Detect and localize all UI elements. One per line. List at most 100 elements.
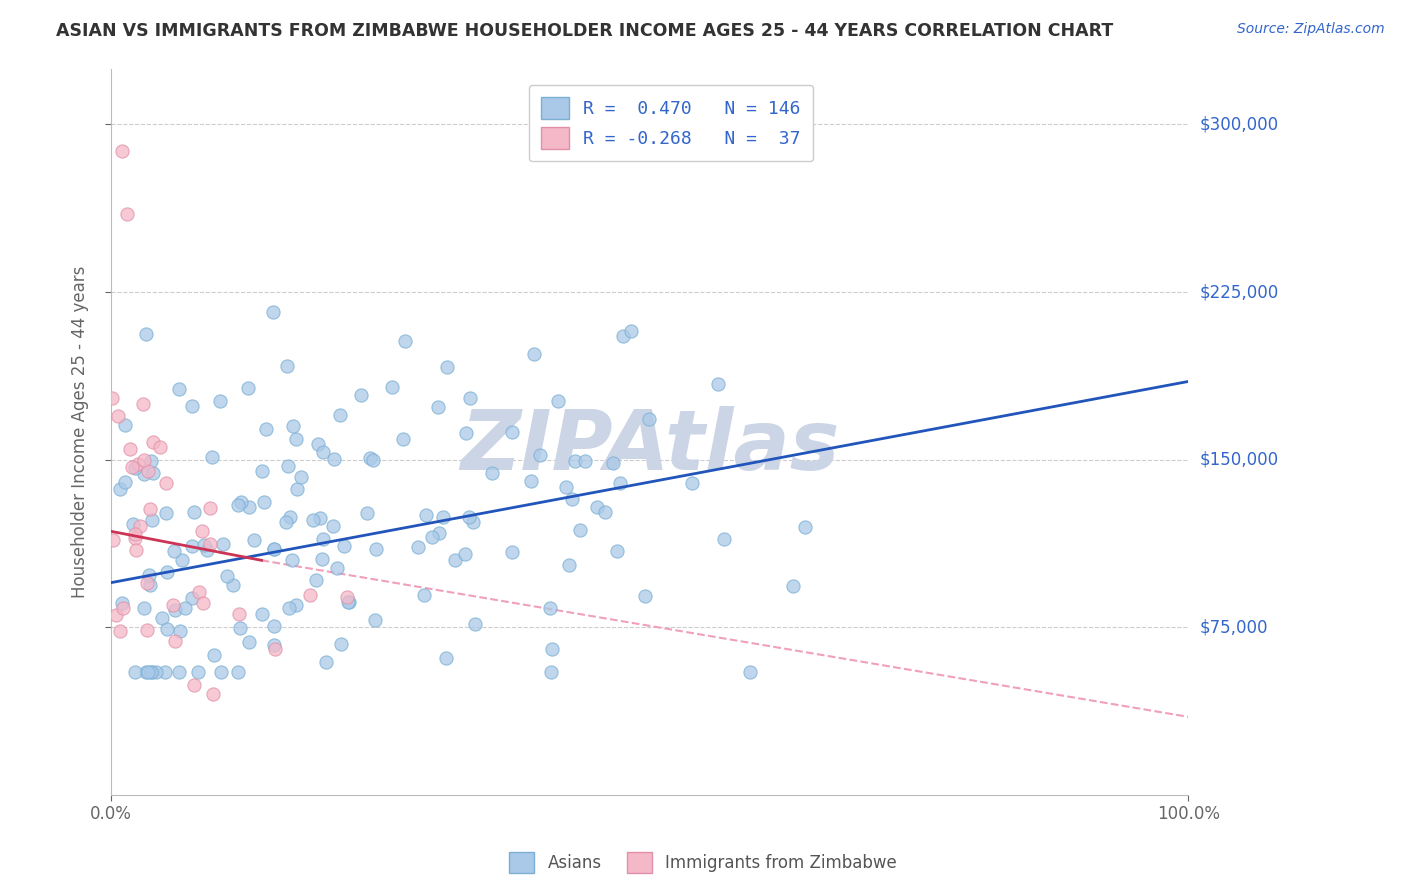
Point bbox=[412, 589, 434, 603]
Point bbox=[187, 584, 209, 599]
Point bbox=[238, 381, 260, 395]
Point bbox=[329, 408, 352, 422]
Point bbox=[226, 665, 249, 679]
Point bbox=[638, 411, 661, 425]
Point bbox=[564, 454, 586, 468]
Point bbox=[427, 525, 450, 540]
Point bbox=[364, 541, 387, 556]
Point bbox=[392, 432, 415, 446]
Point bbox=[501, 545, 523, 559]
Point bbox=[135, 576, 157, 591]
Point bbox=[238, 635, 260, 649]
Y-axis label: Householder Income Ages 25 - 44 years: Householder Income Ages 25 - 44 years bbox=[72, 266, 89, 598]
Point bbox=[263, 542, 285, 557]
Point bbox=[124, 532, 146, 546]
Point bbox=[336, 591, 359, 605]
Point bbox=[554, 480, 576, 494]
Point bbox=[263, 619, 285, 633]
Point bbox=[165, 633, 187, 648]
Point bbox=[738, 665, 761, 679]
Point bbox=[125, 543, 148, 558]
Point bbox=[198, 501, 221, 516]
Point bbox=[139, 665, 162, 679]
Point bbox=[406, 541, 429, 555]
Point bbox=[132, 397, 155, 411]
Point bbox=[586, 500, 609, 514]
Point bbox=[454, 547, 477, 561]
Point bbox=[619, 325, 641, 339]
Point bbox=[713, 533, 735, 547]
Point bbox=[169, 624, 191, 639]
Point bbox=[782, 579, 804, 593]
Point bbox=[278, 510, 301, 524]
Point bbox=[139, 502, 162, 516]
Point bbox=[215, 569, 238, 583]
Text: ASIAN VS IMMIGRANTS FROM ZIMBABWE HOUSEHOLDER INCOME AGES 25 - 44 YEARS CORRELAT: ASIAN VS IMMIGRANTS FROM ZIMBABWE HOUSEH… bbox=[56, 22, 1114, 40]
Point bbox=[202, 688, 225, 702]
Point bbox=[609, 476, 631, 491]
Text: Source: ZipAtlas.com: Source: ZipAtlas.com bbox=[1237, 22, 1385, 37]
Point bbox=[538, 601, 561, 615]
Point bbox=[250, 464, 273, 478]
Point bbox=[229, 621, 252, 635]
Point bbox=[350, 388, 373, 402]
Point bbox=[174, 600, 197, 615]
Point bbox=[111, 601, 134, 615]
Point bbox=[135, 665, 157, 679]
Point bbox=[115, 207, 138, 221]
Point bbox=[529, 448, 551, 462]
Point bbox=[132, 467, 155, 482]
Point bbox=[457, 509, 479, 524]
Point bbox=[464, 616, 486, 631]
Point bbox=[337, 595, 360, 609]
Point bbox=[606, 544, 628, 558]
Point bbox=[167, 382, 190, 396]
Point bbox=[436, 359, 458, 374]
Point bbox=[481, 466, 503, 480]
Point bbox=[305, 573, 328, 587]
Point bbox=[574, 454, 596, 468]
Point bbox=[333, 539, 356, 553]
Point bbox=[415, 508, 437, 522]
Point bbox=[432, 510, 454, 524]
Point bbox=[226, 498, 249, 512]
Point bbox=[281, 418, 304, 433]
Point bbox=[187, 665, 209, 679]
Point bbox=[167, 665, 190, 679]
Point bbox=[434, 651, 457, 665]
Point bbox=[420, 530, 443, 544]
Point bbox=[381, 380, 404, 394]
Point bbox=[222, 578, 245, 592]
Point bbox=[264, 642, 287, 657]
Point bbox=[127, 457, 149, 471]
Point bbox=[523, 347, 546, 361]
Point bbox=[124, 460, 146, 475]
Point bbox=[593, 505, 616, 519]
Point bbox=[557, 558, 579, 572]
Text: $150,000: $150,000 bbox=[1199, 450, 1278, 468]
Point bbox=[284, 598, 307, 612]
Point bbox=[201, 450, 224, 464]
Point bbox=[191, 596, 214, 610]
Point bbox=[501, 425, 523, 440]
Point bbox=[155, 506, 177, 520]
Point bbox=[136, 464, 159, 478]
Point bbox=[162, 543, 184, 558]
Point bbox=[183, 678, 205, 692]
Point bbox=[364, 613, 387, 627]
Point bbox=[252, 607, 274, 621]
Point bbox=[276, 515, 298, 529]
Point bbox=[155, 475, 177, 490]
Point bbox=[285, 482, 308, 496]
Point bbox=[277, 459, 299, 474]
Point bbox=[308, 511, 330, 525]
Point bbox=[108, 624, 131, 638]
Point bbox=[681, 476, 703, 491]
Point bbox=[212, 537, 235, 551]
Point bbox=[111, 596, 134, 610]
Point bbox=[323, 451, 346, 466]
Point bbox=[243, 533, 266, 548]
Point bbox=[356, 506, 378, 520]
Point bbox=[254, 421, 277, 435]
Point bbox=[136, 665, 159, 679]
